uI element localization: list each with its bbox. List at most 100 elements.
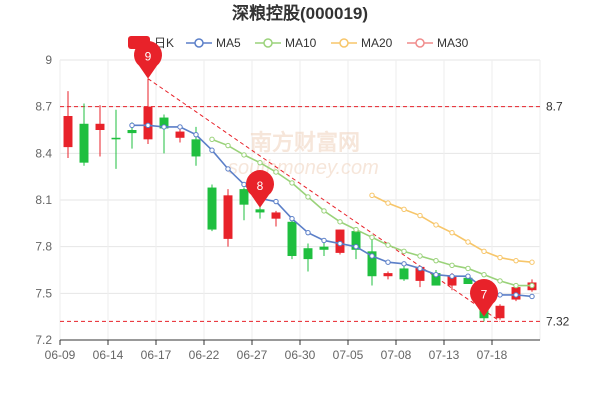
x-tick-label: 06-17	[141, 348, 172, 362]
candle-body	[367, 251, 377, 277]
candle-body	[415, 266, 425, 281]
y-tick-label: 8.1	[35, 193, 52, 207]
ma5-point	[353, 243, 359, 250]
x-axis: 06-09 06-14 06-17 06-22 06-27 06-30 07-05 07-08…	[45, 339, 540, 362]
watermark: 南方财富网 southmoney.com	[228, 130, 379, 179]
legend-dot-ma10	[263, 38, 273, 48]
ma5-point	[273, 198, 279, 205]
candle-body	[63, 116, 73, 148]
legend-dot-ma20	[339, 38, 349, 48]
ma5-point	[417, 265, 423, 272]
candle-body	[95, 123, 105, 130]
ma10-point	[385, 242, 391, 248]
pin-marker-label: 8	[257, 179, 264, 193]
candle-body	[111, 137, 121, 140]
candle-body	[207, 187, 217, 230]
reference-line-label: 7.32	[546, 314, 570, 328]
ma5-point	[529, 293, 535, 300]
ma10-point	[305, 194, 311, 200]
ma10-point	[417, 253, 423, 259]
y-tick-label: 7.8	[35, 240, 52, 254]
trend-line-group	[147, 78, 501, 322]
candle-body	[319, 246, 329, 250]
ma5-point	[225, 166, 231, 172]
y-tick-label: 8.4	[35, 146, 52, 160]
x-tick-label: 06-27	[237, 348, 268, 362]
candle-body	[175, 131, 185, 138]
ma5-point	[129, 122, 135, 129]
ma5-point	[145, 122, 151, 129]
x-tick-label: 07-18	[477, 348, 508, 362]
ma5-point	[161, 124, 167, 130]
ma5-point	[305, 229, 311, 236]
candle-body	[495, 305, 505, 319]
ma20-point	[417, 212, 423, 219]
ma5-point	[497, 292, 503, 298]
legend-label-ma30: MA30	[437, 36, 469, 50]
moving-average-lines	[129, 122, 535, 300]
ma10-point	[529, 282, 535, 289]
ma5-point	[177, 124, 183, 130]
ma5-point	[209, 147, 215, 153]
ma5-point	[193, 131, 199, 138]
ma20-point	[497, 254, 503, 261]
candle-body	[287, 221, 297, 256]
ma5-point	[433, 271, 439, 278]
pin-markers: 9 8 7	[133, 40, 498, 317]
gridlines	[59, 59, 541, 341]
chart-title: 深粮控股(000019)	[232, 3, 368, 23]
x-tick-label: 06-14	[93, 348, 124, 362]
ma20-point	[433, 222, 439, 228]
pin-marker-label: 9	[145, 50, 152, 64]
ma5-point	[369, 253, 375, 259]
ma5-point	[401, 261, 407, 267]
ma5-point	[337, 240, 343, 247]
x-tick-label: 07-05	[333, 348, 364, 362]
candle-body	[79, 123, 89, 163]
candle-body	[239, 189, 249, 205]
trend-line	[147, 78, 501, 322]
candle-body	[271, 212, 281, 219]
y-tick-label: 8.7	[35, 100, 52, 114]
x-tick-label: 06-22	[189, 348, 220, 362]
reference-line-label: 8.7	[546, 100, 563, 114]
ma5-point	[513, 292, 519, 298]
pin-marker	[133, 40, 162, 79]
reference-lines: 8.7 7.32	[60, 100, 570, 328]
ma5-point	[465, 273, 471, 279]
x-tick-label: 06-30	[285, 348, 316, 362]
ma10-point	[449, 262, 455, 269]
x-tick-label: 07-08	[381, 348, 412, 362]
watermark-title: 南方财富网	[250, 130, 360, 155]
legend-dot-ma5	[194, 38, 204, 48]
x-tick-label: 07-13	[429, 348, 460, 362]
pin-marker	[246, 170, 274, 208]
ma20-point	[401, 206, 407, 213]
ma10-point	[289, 180, 295, 186]
ma10-point	[225, 142, 231, 149]
ma20-point	[529, 259, 535, 265]
ma10-point	[337, 219, 343, 225]
ma20-point	[449, 229, 455, 236]
ma5-point	[241, 181, 247, 188]
ma20-point	[369, 192, 375, 199]
ma10-point	[257, 159, 263, 166]
candle-body	[399, 268, 409, 280]
ma10-point	[273, 169, 279, 175]
candle-body	[159, 117, 169, 129]
x-tick-label: 06-09	[45, 348, 76, 362]
ma10-point	[481, 271, 487, 278]
y-tick-label: 7.5	[35, 286, 52, 300]
candle-body	[303, 248, 313, 260]
candle-body	[463, 277, 473, 284]
ma10-point	[241, 152, 247, 158]
candle-body	[127, 130, 137, 134]
candle-body	[223, 195, 233, 239]
candle-body	[255, 209, 265, 213]
ma10-point	[433, 257, 439, 264]
ma20-point	[385, 200, 391, 206]
ma10-point	[369, 234, 375, 241]
legend-label-ma10: MA10	[285, 36, 317, 50]
ma10-point	[353, 226, 359, 233]
legend-dot-ma30	[415, 38, 425, 48]
